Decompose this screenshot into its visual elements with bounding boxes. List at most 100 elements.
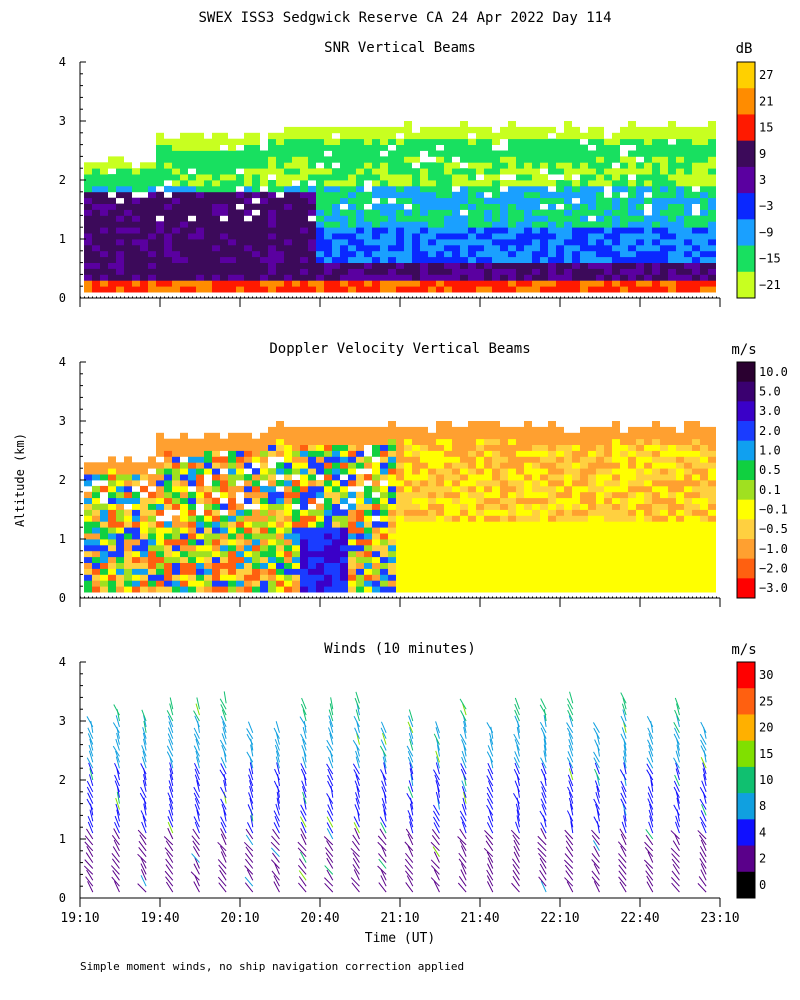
heatmap-cell	[124, 280, 132, 287]
heatmap-cell	[340, 274, 348, 281]
wind-barb	[618, 864, 627, 875]
heatmap-cell	[372, 280, 380, 287]
wind-barb	[354, 727, 360, 739]
wind-barb	[273, 875, 280, 887]
heatmap-cell	[292, 426, 300, 434]
heatmap-cell	[612, 468, 620, 475]
wind-barb	[513, 851, 520, 863]
heatmap-cell	[100, 539, 108, 546]
heatmap-cell	[564, 250, 572, 258]
heatmap-cell	[108, 262, 116, 269]
heatmap-cell	[348, 144, 356, 151]
heatmap-cell	[236, 156, 244, 163]
heatmap-cell	[124, 197, 132, 204]
heatmap-cell	[412, 485, 420, 493]
heatmap-cell	[612, 574, 620, 581]
heatmap-cell	[460, 503, 468, 510]
heatmap-cell	[468, 126, 476, 134]
heatmap-cell	[436, 426, 444, 434]
heatmap-cell	[172, 221, 180, 228]
heatmap-cell	[404, 456, 412, 463]
heatmap-cell	[436, 227, 444, 234]
heatmap-cell	[388, 444, 396, 451]
heatmap-cell	[276, 527, 284, 534]
heatmap-cell	[532, 132, 540, 140]
heatmap-cell	[308, 432, 316, 440]
heatmap-cell	[396, 527, 404, 534]
heatmap-cell	[492, 239, 500, 246]
heatmap-cell	[508, 244, 516, 252]
heatmap-cell	[316, 556, 324, 563]
wind-barb	[563, 859, 574, 869]
heatmap-cell	[516, 474, 524, 481]
heatmap-cell	[628, 426, 636, 434]
wind-barb	[623, 744, 627, 757]
wind-barb	[139, 834, 147, 846]
heatmap-cell	[212, 280, 220, 287]
heatmap-cell	[348, 432, 356, 440]
heatmap-cell	[276, 586, 284, 593]
wind-barb	[406, 792, 414, 804]
heatmap-cell	[444, 462, 452, 469]
heatmap-cell	[196, 286, 204, 293]
heatmap-cell	[212, 227, 220, 234]
heatmap-cell	[412, 191, 420, 199]
heatmap-cell	[548, 250, 556, 258]
heatmap-cell	[468, 174, 476, 181]
heatmap-cell	[708, 185, 716, 193]
heatmap-cell	[124, 568, 132, 575]
heatmap-cell	[212, 527, 220, 534]
heatmap-cell	[404, 450, 412, 457]
heatmap-cell	[292, 556, 300, 563]
heatmap-cell	[252, 550, 260, 558]
wind-barb	[169, 768, 174, 781]
heatmap-cell	[676, 126, 684, 134]
heatmap-cell	[596, 280, 604, 287]
heatmap-cell	[404, 197, 412, 204]
wind-barb	[537, 835, 547, 846]
heatmap-cell	[228, 280, 236, 287]
heatmap-cell	[236, 462, 244, 469]
heatmap-cell	[572, 280, 580, 287]
heatmap-cell	[636, 485, 644, 493]
wind-barb	[168, 739, 174, 751]
heatmap-cell	[532, 203, 540, 210]
heatmap-cell	[220, 462, 228, 469]
heatmap-cell	[452, 462, 460, 469]
heatmap-cell	[116, 280, 124, 287]
heatmap-cell	[532, 180, 540, 187]
heatmap-cell	[652, 456, 660, 463]
heatmap-cell	[540, 162, 548, 169]
heatmap-cell	[284, 239, 292, 246]
heatmap-cell	[508, 262, 516, 269]
heatmap-cell	[708, 250, 716, 258]
heatmap-cell	[260, 574, 268, 581]
heatmap-cell	[684, 539, 692, 546]
heatmap-cell	[196, 156, 204, 163]
heatmap-cell	[348, 426, 356, 434]
wind-barb	[457, 836, 467, 846]
wind-barb	[115, 715, 120, 728]
wind-barb	[407, 833, 414, 846]
heatmap-cell	[692, 432, 700, 440]
heatmap-cell	[236, 191, 244, 199]
heatmap-cell	[676, 274, 684, 281]
wind-barb	[356, 785, 360, 798]
heatmap-cell	[556, 491, 564, 499]
wind-barb	[353, 869, 360, 881]
heatmap-cell	[644, 426, 652, 434]
heatmap-cell	[420, 126, 428, 134]
wind-barb	[303, 797, 307, 810]
heatmap-cell	[284, 233, 292, 240]
heatmap-cell	[460, 121, 468, 128]
heatmap-cell	[268, 244, 276, 252]
heatmap-cell	[148, 180, 156, 187]
heatmap-cell	[636, 250, 644, 258]
wind-barb	[543, 714, 547, 727]
heatmap-cell	[308, 456, 316, 463]
heatmap-cell	[220, 233, 228, 240]
heatmap-cell	[700, 221, 708, 228]
wind-barb	[272, 852, 280, 863]
heatmap-cell	[708, 144, 716, 151]
